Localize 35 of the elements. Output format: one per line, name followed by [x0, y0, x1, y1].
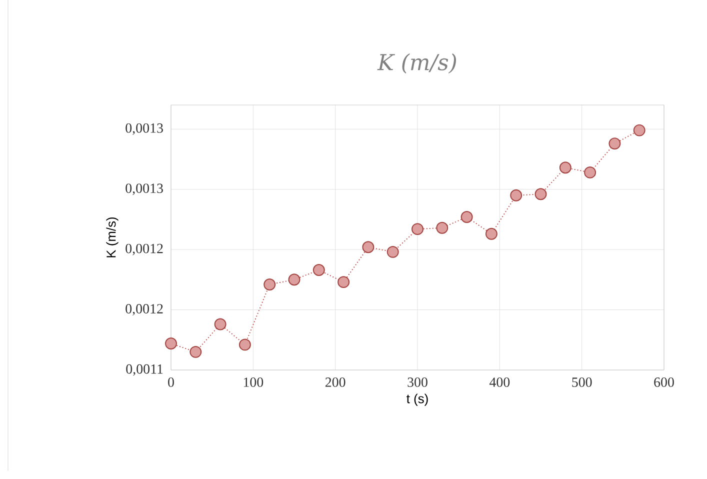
point: [190, 346, 202, 358]
x-axis-title: t (s): [406, 394, 428, 406]
point: [386, 246, 399, 258]
point: [362, 241, 374, 254]
x-tick-label: 300: [408, 378, 428, 387]
point: [288, 274, 300, 286]
point: [608, 138, 621, 150]
y-tick-label: 0,0013: [126, 123, 163, 135]
y-tick-label: 0,0011: [126, 364, 163, 376]
point: [559, 162, 572, 174]
point: [584, 166, 596, 178]
x-tick-label: 0: [168, 378, 174, 387]
point: [510, 189, 522, 202]
point: [460, 211, 473, 223]
y-axis-title: K (m/s): [106, 217, 118, 258]
point: [412, 223, 424, 236]
chart-title: K (m/s): [377, 53, 456, 74]
x-tick-label: 600: [654, 378, 674, 387]
x-tick-label: 100: [244, 378, 264, 387]
point: [165, 338, 177, 350]
point: [633, 124, 646, 136]
point: [534, 188, 547, 200]
point: [312, 264, 325, 276]
y-tick-label: 0,0012: [126, 304, 163, 316]
x-tick-label: 500: [572, 378, 592, 387]
point: [214, 318, 226, 330]
x-tick-label: 200: [325, 378, 346, 387]
y-tick-label: 0,0013: [126, 184, 163, 196]
point: [338, 276, 350, 288]
point: [264, 278, 276, 290]
point: [485, 228, 498, 240]
x-tick-label: 400: [489, 378, 510, 387]
point: [238, 338, 251, 351]
y-tick-label: 0,0012: [126, 244, 163, 256]
point: [436, 222, 448, 234]
